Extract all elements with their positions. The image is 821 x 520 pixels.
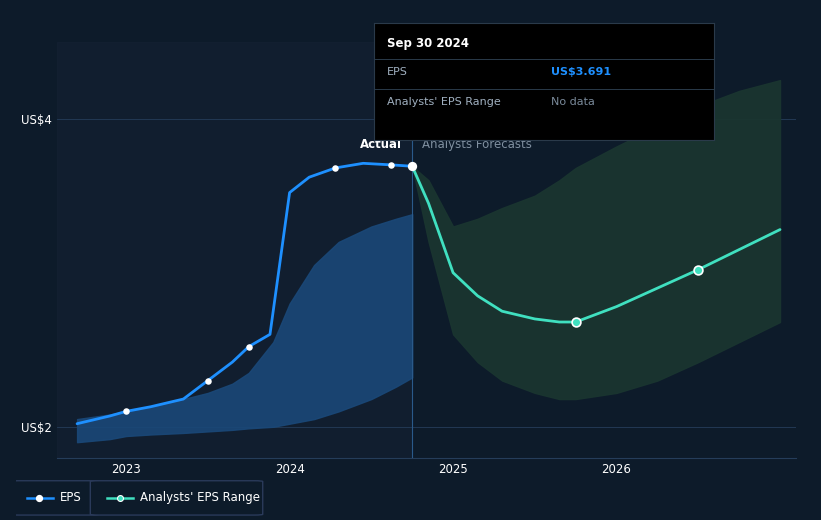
Text: Sep 30 2024: Sep 30 2024 — [388, 37, 469, 50]
Text: EPS: EPS — [60, 491, 81, 504]
Point — [113, 494, 127, 502]
Point — [406, 162, 419, 171]
Point — [201, 376, 214, 385]
FancyBboxPatch shape — [90, 480, 263, 515]
Text: US$3.691: US$3.691 — [551, 67, 611, 76]
Point — [120, 407, 133, 415]
Text: EPS: EPS — [388, 67, 408, 76]
Point — [328, 164, 342, 172]
Text: Analysts Forecasts: Analysts Forecasts — [422, 138, 532, 151]
Text: Actual: Actual — [360, 138, 402, 151]
Text: No data: No data — [551, 97, 594, 107]
FancyBboxPatch shape — [10, 480, 99, 515]
Point — [569, 318, 582, 326]
Point — [384, 161, 397, 169]
Point — [33, 494, 46, 502]
Point — [242, 343, 255, 351]
Point — [692, 266, 705, 274]
Text: Analysts' EPS Range: Analysts' EPS Range — [140, 491, 259, 504]
Text: Analysts' EPS Range: Analysts' EPS Range — [388, 97, 501, 107]
